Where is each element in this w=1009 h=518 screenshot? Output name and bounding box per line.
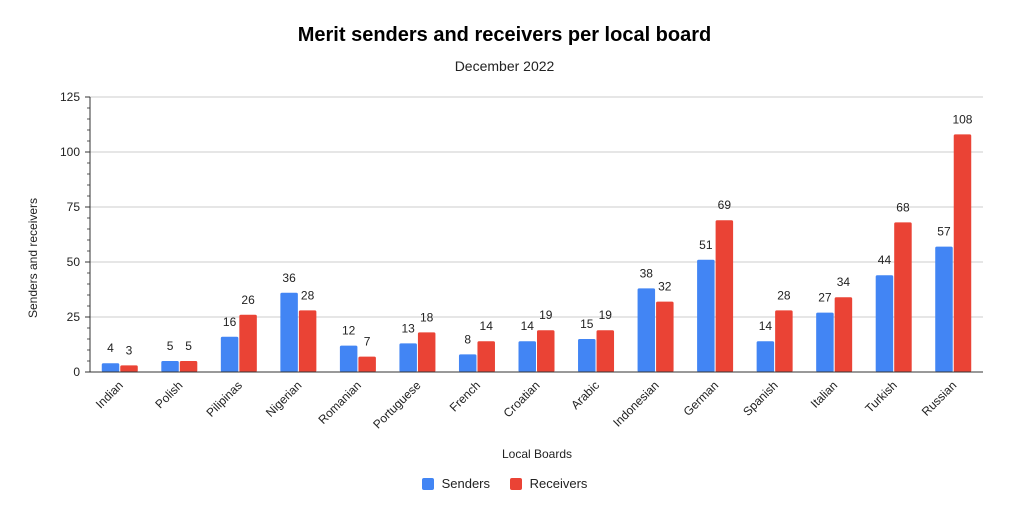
bar-senders-turkish — [875, 275, 894, 372]
chart-title: Merit senders and receivers per local bo… — [297, 24, 712, 46]
bar-receivers-french — [477, 341, 495, 372]
legend-swatch-receivers — [509, 477, 522, 490]
data-label-senders-french: 8 — [464, 332, 471, 346]
data-label-receivers-indonesian: 32 — [658, 280, 672, 294]
x-tick-label-turkish: Turkish — [862, 378, 899, 415]
bar-receivers-indian — [120, 365, 138, 372]
data-label-senders-turkish: 44 — [878, 253, 892, 267]
x-tick-label-arabic: Arabic — [568, 378, 602, 412]
bar-senders-indonesian — [637, 288, 656, 372]
bar-receivers-russian — [953, 134, 972, 372]
legend-label-receivers: Receivers — [529, 476, 588, 491]
y-axis-label: Senders and receivers — [26, 198, 40, 318]
data-label-senders-russian: 57 — [937, 225, 951, 239]
legend-swatch-senders — [421, 477, 434, 490]
data-label-receivers-nigerian: 28 — [301, 288, 315, 302]
bar-senders-french — [458, 354, 477, 372]
data-label-senders-pilipinas: 16 — [223, 315, 237, 329]
gridlines — [90, 96, 983, 318]
data-label-receivers-portuguese: 18 — [420, 310, 434, 324]
bar-senders-nigerian — [280, 292, 298, 372]
bar-receivers-indonesian — [656, 301, 674, 372]
data-label-receivers-russian: 108 — [952, 112, 972, 126]
data-label-senders-nigerian: 36 — [282, 271, 296, 285]
bar-senders-indian — [101, 363, 120, 372]
y-tick-label: 0 — [73, 365, 80, 379]
x-tick-label-french: French — [447, 378, 483, 414]
x-tick-label-portuguese: Portuguese — [370, 378, 424, 432]
x-tick-label-pilipinas: Pilipinas — [203, 378, 245, 420]
data-label-senders-italian: 27 — [818, 291, 832, 305]
bar-senders-russian — [935, 246, 953, 372]
data-label-senders-romanian: 12 — [342, 324, 356, 338]
y-tick-label: 100 — [60, 145, 80, 159]
data-label-receivers-croatian: 19 — [539, 308, 553, 322]
bar-receivers-turkish — [894, 222, 912, 372]
bar-receivers-polish — [179, 361, 198, 372]
bar-senders-spanish — [756, 341, 775, 372]
bar-receivers-pilipinas — [239, 314, 257, 372]
x-tick-label-german: German — [681, 378, 722, 419]
data-label-receivers-romanian: 7 — [364, 335, 371, 349]
data-label-receivers-turkish: 68 — [896, 200, 910, 214]
y-tick-label: 125 — [60, 90, 80, 104]
data-label-senders-german: 51 — [699, 238, 713, 252]
bar-senders-portuguese — [399, 343, 417, 372]
y-tick-label: 75 — [67, 200, 81, 214]
data-label-receivers-german: 69 — [718, 198, 732, 212]
x-tick-label-italian: Italian — [808, 378, 841, 411]
bar-senders-italian — [816, 312, 834, 372]
bar-senders-pilipinas — [220, 336, 239, 372]
x-tick-label-indonesian: Indonesian — [610, 378, 661, 429]
bar-receivers-german — [715, 220, 734, 372]
data-label-senders-portuguese: 13 — [402, 321, 416, 335]
data-label-receivers-arabic: 19 — [599, 308, 613, 322]
x-tick-label-polish: Polish — [152, 378, 185, 411]
bar-senders-arabic — [578, 339, 596, 372]
data-label-receivers-pilipinas: 26 — [241, 293, 255, 307]
bar-senders-polish — [161, 361, 179, 372]
x-tick-label-romanian: Romanian — [315, 378, 364, 427]
bar-receivers-croatian — [537, 330, 555, 372]
data-label-senders-arabic: 15 — [580, 317, 594, 331]
x-tick-label-croatian: Croatian — [501, 378, 543, 420]
data-label-receivers-spanish: 28 — [777, 288, 791, 302]
bar-senders-romanian — [339, 345, 358, 372]
bar-receivers-portuguese — [417, 332, 436, 372]
x-tick-label-nigerian: Nigerian — [263, 378, 305, 420]
bar-senders-croatian — [518, 341, 536, 372]
legend-item-senders: Senders — [421, 476, 490, 491]
data-label-senders-polish: 5 — [167, 339, 174, 353]
bars — [101, 134, 972, 372]
data-label-senders-indian: 4 — [107, 341, 114, 355]
data-label-receivers-polish: 5 — [185, 339, 192, 353]
chart-subtitle: December 2022 — [454, 58, 555, 74]
bar-receivers-italian — [834, 297, 853, 372]
bar-receivers-arabic — [596, 330, 615, 372]
data-label-receivers-indian: 3 — [126, 343, 133, 357]
x-tick-label-russian: Russian — [919, 378, 960, 419]
data-label-receivers-french: 14 — [480, 319, 494, 333]
legend-item-receivers: Receivers — [509, 476, 588, 491]
bar-receivers-nigerian — [298, 310, 317, 372]
legend: Senders Receivers — [0, 476, 1009, 493]
x-axis-label: Local Boards — [502, 447, 572, 461]
y-tick-label: 25 — [67, 310, 81, 324]
bar-receivers-spanish — [775, 310, 793, 372]
y-tick-label: 50 — [67, 255, 81, 269]
data-label-senders-indonesian: 38 — [640, 266, 654, 280]
bar-receivers-romanian — [358, 356, 376, 372]
bar-senders-german — [697, 259, 715, 372]
data-labels: 4 3 5 5 16 26 36 28 12 7 13 18 8 14 14 19 15 19 38 32 51 69 14… — [107, 112, 973, 357]
x-tick-label-indian: Indian — [93, 378, 126, 411]
legend-label-senders: Senders — [441, 476, 490, 491]
data-label-receivers-italian: 34 — [837, 275, 851, 289]
x-tick-label-spanish: Spanish — [740, 378, 781, 419]
data-label-senders-spanish: 14 — [759, 319, 773, 333]
data-label-senders-croatian: 14 — [521, 319, 535, 333]
